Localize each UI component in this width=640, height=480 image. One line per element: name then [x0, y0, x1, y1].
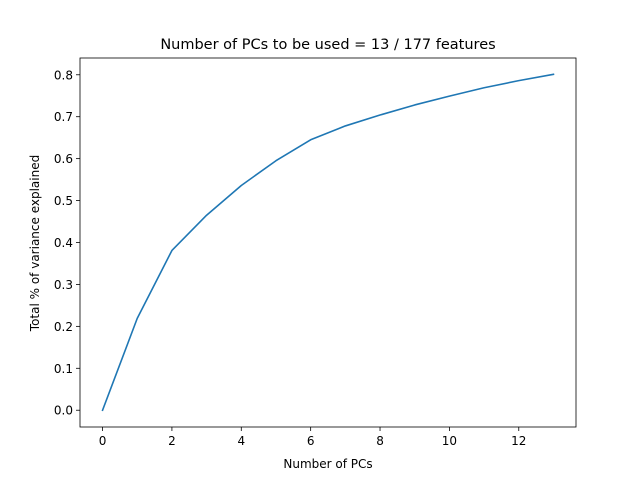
series-line	[101, 73, 555, 412]
data-point	[414, 104, 416, 106]
data-point	[379, 114, 381, 116]
y-tick-label: 0.8	[54, 68, 73, 82]
chart-title: Number of PCs to be used = 13 / 177 feat…	[160, 37, 495, 53]
data-point	[518, 80, 520, 82]
y-tick-label: 0.7	[54, 110, 73, 124]
y-tick-label: 0.0	[54, 404, 73, 418]
data-point	[102, 409, 104, 411]
x-tick-label: 4	[237, 434, 245, 448]
plot-area: 0 2 4 6 8 10 12 0.0 0.1 0.2 0.3 0.4 0.5 0.6 0.7 0.8	[54, 57, 577, 448]
data-point	[206, 214, 208, 216]
data-point	[275, 160, 277, 162]
data-point	[449, 95, 451, 97]
x-tick-label: 12	[511, 434, 526, 448]
x-axis-label: Number of PCs	[283, 457, 372, 471]
x-tick-label: 6	[307, 434, 315, 448]
data-point	[553, 74, 555, 76]
axes-frame	[79, 57, 577, 428]
x-tick-label: 8	[376, 434, 384, 448]
y-tick-label: 0.4	[54, 236, 73, 250]
y-tick-label: 0.2	[54, 320, 73, 334]
x-tick-label: 2	[168, 434, 176, 448]
y-tick-label: 0.1	[54, 362, 73, 376]
x-tick-label: 0	[99, 434, 107, 448]
y-tick-label: 0.3	[54, 278, 73, 292]
data-point	[310, 139, 312, 141]
data-point	[136, 318, 138, 320]
y-tick-label: 0.5	[54, 194, 73, 208]
data-point	[345, 125, 347, 127]
y-tick-label: 0.6	[54, 152, 73, 166]
data-point	[171, 250, 173, 252]
data-point	[240, 185, 242, 187]
x-tick-label: 10	[442, 434, 457, 448]
data-point	[483, 87, 485, 89]
y-axis-label: Total % of variance explained	[28, 155, 42, 332]
